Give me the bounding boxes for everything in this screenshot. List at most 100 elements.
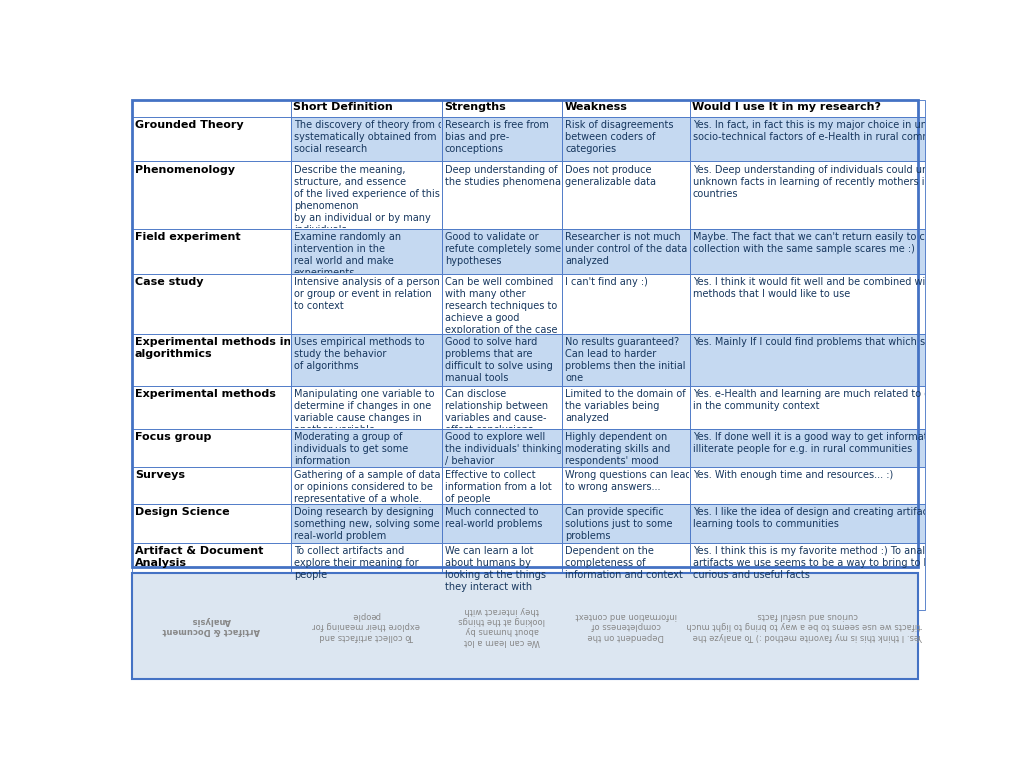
Bar (291, 386, 442, 429)
Bar (132, 504, 291, 543)
Text: Design Science: Design Science (135, 507, 229, 517)
Text: Highly dependent on
moderating skills and
respondents' mood: Highly dependent on moderating skills an… (565, 432, 671, 465)
Bar (690, 386, 926, 429)
Bar (562, 429, 690, 467)
Text: Case study: Case study (135, 277, 204, 287)
Bar (442, 229, 562, 274)
Text: Much connected to
real-world problems: Much connected to real-world problems (445, 507, 543, 529)
Text: Experimental methods: Experimental methods (135, 389, 275, 399)
Bar (442, 467, 562, 504)
Text: Focus group: Focus group (135, 432, 211, 442)
Bar (132, 467, 291, 504)
Bar (562, 467, 690, 504)
Text: Good to solve hard
problems that are
difficult to solve using
manual tools: Good to solve hard problems that are dif… (445, 337, 553, 383)
Bar (291, 334, 442, 386)
Bar (291, 229, 442, 274)
Bar (442, 504, 562, 543)
Bar (132, 429, 291, 467)
Text: Yes. I like the idea of design and creating artifacts such new
learning tools to: Yes. I like the idea of design and creat… (693, 507, 986, 529)
Bar (442, 117, 562, 161)
Text: Yes. In fact, in fact this is my major choice in understanding
socio-technical f: Yes. In fact, in fact this is my major c… (693, 120, 985, 142)
Text: Research is free from
bias and pre-
conceptions: Research is free from bias and pre- conc… (445, 120, 549, 154)
Bar (132, 117, 291, 161)
Text: Artifact & Document
Analysis: Artifact & Document Analysis (163, 616, 260, 635)
Text: Dependent on the
completeness of
information and context: Dependent on the completeness of informa… (565, 546, 683, 580)
Bar (690, 117, 926, 161)
Text: Yes. I think this is my favorite method :) To analyze the
artifacts we use seems: Yes. I think this is my favorite method … (693, 546, 976, 580)
Text: Can disclose
relationship between
variables and cause-
effect conclusions: Can disclose relationship between variab… (445, 389, 548, 435)
Text: Good to validate or
refute completely some
hypotheses: Good to validate or refute completely so… (445, 232, 561, 266)
Text: Deep understanding of
the studies phenomena: Deep understanding of the studies phenom… (445, 164, 561, 187)
Bar (132, 543, 291, 611)
Text: Can provide specific
solutions just to some
problems: Can provide specific solutions just to s… (565, 507, 673, 541)
Bar (690, 229, 926, 274)
Bar (442, 429, 562, 467)
Bar (562, 386, 690, 429)
Text: Yes. I think this is my favorite method :) To analyze the
artifacts we use seems: Yes. I think this is my favorite method … (686, 611, 929, 641)
Bar (132, 274, 291, 334)
Text: No results guaranteed?
Can lead to harder
problems then the initial
one: No results guaranteed? Can lead to harde… (565, 337, 686, 383)
Bar (562, 274, 690, 334)
Bar (562, 161, 690, 229)
Bar (442, 274, 562, 334)
Text: Yes. I think it would fit well and be combined with other
methods that I would l: Yes. I think it would fit well and be co… (693, 277, 965, 299)
Text: To collect artifacts and
explore their meaning for
people: To collect artifacts and explore their m… (312, 611, 420, 641)
Bar (442, 543, 562, 611)
Text: Can be well combined
with many other
research techniques to
achieve a good
explo: Can be well combined with many other res… (445, 277, 557, 335)
Text: Does not produce
generalizable data: Does not produce generalizable data (565, 164, 656, 187)
Text: Strengths: Strengths (444, 102, 506, 112)
Text: Yes. e-Health and learning are much related to other variables
in the community : Yes. e-Health and learning are much rela… (693, 389, 998, 412)
Bar (132, 334, 291, 386)
Text: Dependent on the
completeness of
information and context: Dependent on the completeness of informa… (575, 611, 677, 641)
Bar (690, 274, 926, 334)
Bar (690, 334, 926, 386)
Text: Weakness: Weakness (564, 102, 627, 112)
Bar (562, 504, 690, 543)
Bar (442, 386, 562, 429)
Text: Intensive analysis of a person
or group or event in relation
to context: Intensive analysis of a person or group … (294, 277, 439, 311)
Text: We can learn a lot
about humans by
looking at the things
they interact with: We can learn a lot about humans by looki… (445, 546, 546, 591)
Bar (132, 229, 291, 274)
Bar (132, 100, 291, 117)
Text: Uses empirical methods to
study the behavior
of algorithms: Uses empirical methods to study the beha… (294, 337, 425, 371)
Bar (291, 543, 442, 611)
Text: Would I use It in my research?: Would I use It in my research? (692, 102, 882, 112)
Text: We can learn a lot
about humans by
looking at the things
they interact with: We can learn a lot about humans by looki… (459, 606, 546, 646)
Bar (690, 543, 926, 611)
Text: Manipulating one variable to
determine if changes in one
variable cause changes : Manipulating one variable to determine i… (294, 389, 434, 435)
Text: Limited to the domain of
the variables being
analyzed: Limited to the domain of the variables b… (565, 389, 686, 423)
Bar (132, 573, 918, 679)
Text: Grounded Theory: Grounded Theory (135, 120, 244, 130)
Bar (562, 229, 690, 274)
Bar (132, 386, 291, 429)
Text: Artifact & Document
Analysis: Artifact & Document Analysis (135, 546, 263, 568)
Bar (291, 274, 442, 334)
Bar (562, 334, 690, 386)
Bar (291, 504, 442, 543)
Text: Maybe. The fact that we can't return easily to correct the data
collection with : Maybe. The fact that we can't return eas… (693, 232, 998, 254)
Bar (690, 100, 926, 117)
Bar (291, 429, 442, 467)
Bar (562, 100, 690, 117)
Text: Yes. With enough time and resources... :): Yes. With enough time and resources... :… (693, 470, 893, 480)
Text: Gathering of a sample of data
or opinions considered to be
representative of a w: Gathering of a sample of data or opinion… (294, 470, 440, 505)
Text: Examine randomly an
intervention in the
real world and make
experiments: Examine randomly an intervention in the … (294, 232, 401, 278)
Bar (562, 543, 690, 611)
Text: Yes. If done well it is a good way to get information from
illiterate people for: Yes. If done well it is a good way to ge… (693, 432, 968, 454)
Bar (291, 161, 442, 229)
Bar (291, 467, 442, 504)
Text: Field experiment: Field experiment (135, 232, 241, 242)
Text: Surveys: Surveys (135, 470, 185, 480)
Bar (442, 161, 562, 229)
Text: Effective to collect
information from a lot
of people: Effective to collect information from a … (445, 470, 552, 505)
Text: Yes. Deep understanding of individuals could uncover
unknown facts in learning o: Yes. Deep understanding of individuals c… (693, 164, 988, 199)
Text: I can't find any :): I can't find any :) (565, 277, 648, 287)
Bar (132, 161, 291, 229)
Text: Short Definition: Short Definition (293, 102, 393, 112)
Bar (442, 334, 562, 386)
Bar (291, 100, 442, 117)
Text: Doing research by designing
something new, solving some
real-world problem: Doing research by designing something ne… (294, 507, 439, 541)
Bar (690, 467, 926, 504)
Text: Describe the meaning,
structure, and essence
of the lived experience of this
phe: Describe the meaning, structure, and ess… (294, 164, 439, 234)
Text: Risk of disagreements
between coders of
categories: Risk of disagreements between coders of … (565, 120, 674, 154)
